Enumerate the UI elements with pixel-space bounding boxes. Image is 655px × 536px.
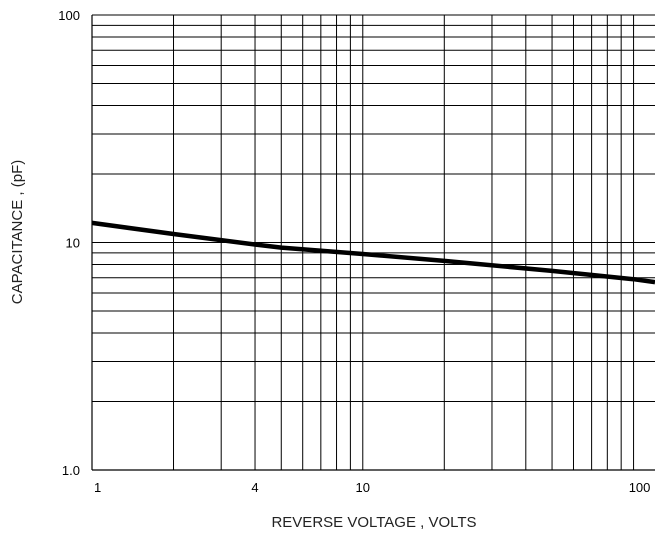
x-tick-label: 100 [629,480,651,495]
y-tick-labels: 100 10 1.0 [58,8,80,478]
x-tick-label: 10 [356,480,370,495]
x-tick-label: 1 [94,480,101,495]
x-tick-labels: 1 4 10 100 [94,480,650,495]
y-tick-label: 100 [58,8,80,23]
x-tick-label: 4 [251,480,258,495]
y-tick-label: 10 [66,236,80,251]
y-axis-title: CAPACITANCE , (pF) [9,160,26,304]
x-axis-title: REVERSE VOLTAGE , VOLTS [271,514,476,531]
grid [92,15,655,470]
y-tick-label: 1.0 [62,463,80,478]
